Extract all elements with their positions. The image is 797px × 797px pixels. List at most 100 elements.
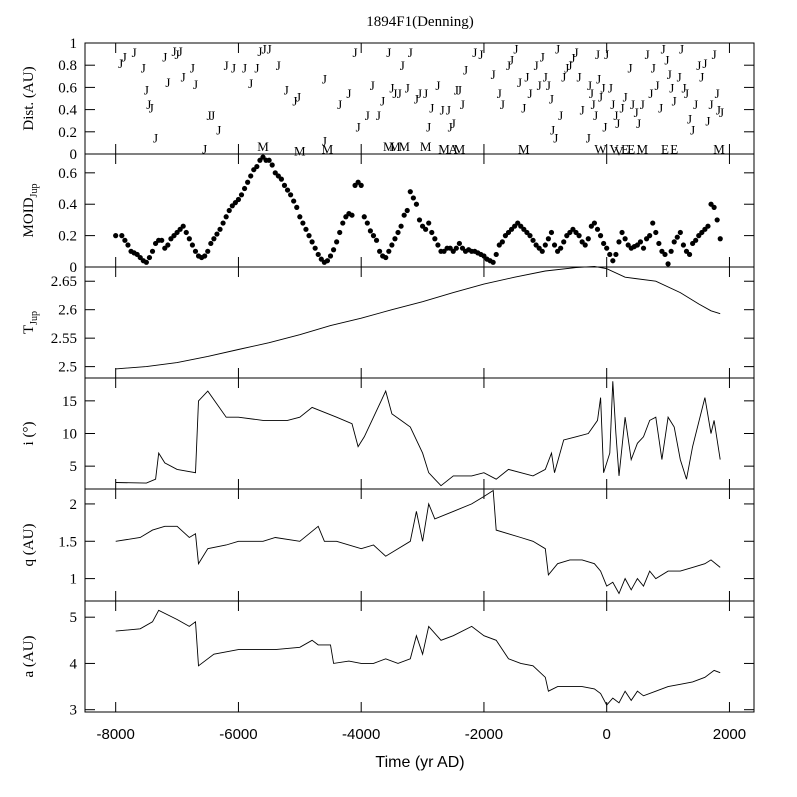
moid-point <box>594 226 601 232</box>
panel-frame <box>84 600 755 713</box>
moid-point <box>613 251 619 258</box>
moid-point <box>686 251 693 258</box>
encounter-mark-j: J <box>595 47 600 62</box>
encounter-mark-j: J <box>658 100 663 115</box>
chart-title: 1894F1(Denning) <box>366 14 474 30</box>
encounter-mark-j: J <box>165 75 170 90</box>
encounter-mark-j: J <box>276 58 281 73</box>
moid-point <box>677 229 683 236</box>
moid-point <box>205 248 211 254</box>
encounter-mark-j: J <box>435 78 440 93</box>
encounter-mark-j: J <box>376 108 381 123</box>
encounter-mark-j: J <box>602 119 607 134</box>
encounter-mark-j: J <box>478 47 483 62</box>
moid-point <box>183 229 189 236</box>
encounter-mark-j: J <box>651 60 656 75</box>
moid-point <box>159 237 165 243</box>
moid-point <box>429 229 435 236</box>
moid-point <box>668 248 674 254</box>
encounter-mark-m: M <box>518 141 530 156</box>
inc-series-line <box>115 381 721 487</box>
encounter-mark-j: J <box>146 97 151 112</box>
encounter-mark-j: J <box>561 69 566 84</box>
encounter-mark-j: J <box>122 49 127 64</box>
encounter-mark-j: J <box>141 60 146 75</box>
encounter-mark-j: J <box>627 60 632 75</box>
encounter-mark-v: V <box>614 144 624 159</box>
encounter-mark-m: M <box>322 141 334 156</box>
encounter-mark-j: J <box>573 45 578 60</box>
moid-point <box>416 217 423 223</box>
encounter-mark-j: J <box>608 80 613 95</box>
moid-point <box>693 237 699 243</box>
encounter-mark-j: J <box>262 42 267 57</box>
x-axis: -8000 -6000 -4000 -2000 0 2000 <box>97 726 747 743</box>
moid-point <box>294 204 300 210</box>
moid-point <box>527 233 533 239</box>
encounter-mark-j: J <box>567 58 572 73</box>
encounter-mark-j: J <box>587 78 592 93</box>
encounter-mark-j: J <box>654 78 659 93</box>
y-tick-label: 0.4 <box>58 197 77 213</box>
panel-inc: 5 10 15 i (°) <box>21 377 755 490</box>
encounter-mark-j: J <box>284 83 289 98</box>
moid-point <box>370 233 377 239</box>
y-axis-label: TJup <box>21 311 40 334</box>
moid-point <box>717 236 723 242</box>
y-tick-label: 0.8 <box>58 58 77 74</box>
moid-point <box>665 261 671 267</box>
moid-point <box>548 229 555 236</box>
encounter-mark-j: J <box>292 94 297 109</box>
y-tick-label: 10 <box>62 427 77 443</box>
moid-point <box>278 176 285 182</box>
y-tick-label: 2.5 <box>58 360 77 376</box>
encounter-mark-m: M <box>438 141 450 156</box>
encounter-mark-j: J <box>386 45 391 60</box>
moid-point <box>395 229 401 236</box>
encounter-mark-j: J <box>591 97 596 112</box>
moid-point <box>113 233 119 239</box>
moid-point <box>545 236 551 242</box>
encounter-mark-j: J <box>254 60 259 75</box>
moid-point <box>597 233 604 239</box>
encounter-mark-j: J <box>586 130 591 145</box>
moid-point <box>125 242 131 248</box>
moid-point <box>149 248 156 254</box>
moid-point <box>337 229 343 236</box>
moid-point <box>254 163 260 170</box>
moid-point <box>398 223 404 229</box>
panel-frame <box>84 153 755 268</box>
moid-point <box>530 237 536 243</box>
moid-point <box>404 207 410 214</box>
encounter-mark-j: J <box>153 130 158 145</box>
encounter-mark-j: J <box>667 67 672 82</box>
moid-point <box>499 239 505 245</box>
moid-point <box>423 226 429 232</box>
encounter-mark-j: J <box>589 86 594 101</box>
encounter-mark-j: J <box>365 108 370 123</box>
encounter-mark-j: J <box>405 80 410 95</box>
moid-point <box>456 240 462 247</box>
moid-point <box>671 239 677 245</box>
encounter-mark-j: J <box>224 58 229 73</box>
encounter-mark-j: J <box>715 86 720 101</box>
encounter-mark-j: J <box>257 44 262 59</box>
moid-point <box>288 192 294 198</box>
moid-point <box>493 251 499 258</box>
encounter-mark-j: J <box>604 47 609 62</box>
moid-point <box>453 245 459 251</box>
y-tick-label: 0.2 <box>58 125 77 141</box>
x-tick-label: -6000 <box>219 726 257 743</box>
moid-point <box>312 245 318 251</box>
y-axis-label: Dist. (AU) <box>21 66 37 130</box>
encounter-mark-j: J <box>178 44 183 59</box>
x-tick-label: 2000 <box>713 726 746 743</box>
panel-moid: 0 0.2 0.4 0.6 MOIDJup <box>21 153 755 276</box>
y-tick-label: 1.5 <box>58 534 77 550</box>
y-tick-label: 3 <box>70 703 78 719</box>
moid-point <box>640 245 647 251</box>
encounter-mark-j: J <box>370 78 375 93</box>
encounter-mark-j: J <box>149 100 154 115</box>
